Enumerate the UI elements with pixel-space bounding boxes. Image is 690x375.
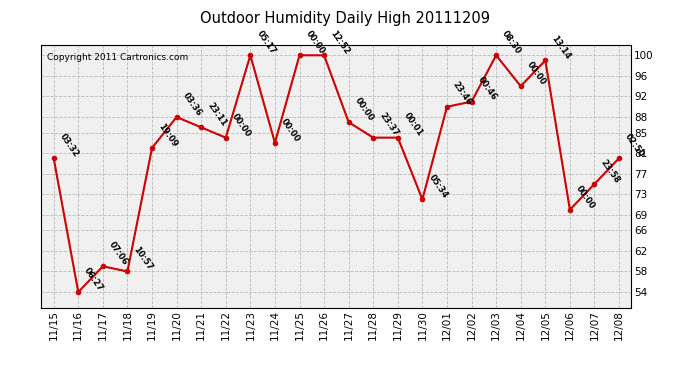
Text: 00:00: 00:00 [574, 183, 597, 210]
Text: 12:52: 12:52 [328, 29, 351, 56]
Text: 05:17: 05:17 [255, 29, 277, 56]
Text: 03:36: 03:36 [181, 91, 204, 118]
Text: 00:00: 00:00 [304, 29, 326, 56]
Text: 00:01: 00:01 [402, 111, 424, 138]
Text: 06:27: 06:27 [82, 266, 105, 292]
Text: 00:00: 00:00 [525, 60, 547, 87]
Text: 05:34: 05:34 [426, 173, 449, 200]
Text: 00:46: 00:46 [475, 75, 498, 102]
Text: 00:00: 00:00 [353, 96, 375, 123]
Text: 23:11: 23:11 [206, 101, 228, 128]
Text: 03:32: 03:32 [58, 132, 81, 159]
Text: 23:58: 23:58 [599, 158, 621, 184]
Text: 23:37: 23:37 [377, 111, 400, 138]
Text: 19:09: 19:09 [156, 122, 179, 148]
Text: 23:46: 23:46 [451, 80, 474, 107]
Text: Outdoor Humidity Daily High 20111209: Outdoor Humidity Daily High 20111209 [200, 11, 490, 26]
Text: Copyright 2011 Cartronics.com: Copyright 2011 Cartronics.com [48, 53, 188, 62]
Text: 00:00: 00:00 [279, 117, 302, 143]
Text: 07:06: 07:06 [107, 240, 130, 267]
Text: 13:14: 13:14 [549, 34, 572, 61]
Text: 10:57: 10:57 [132, 245, 155, 272]
Text: 02:50: 02:50 [623, 132, 646, 159]
Text: 08:30: 08:30 [500, 29, 523, 56]
Text: 00:00: 00:00 [230, 111, 253, 138]
